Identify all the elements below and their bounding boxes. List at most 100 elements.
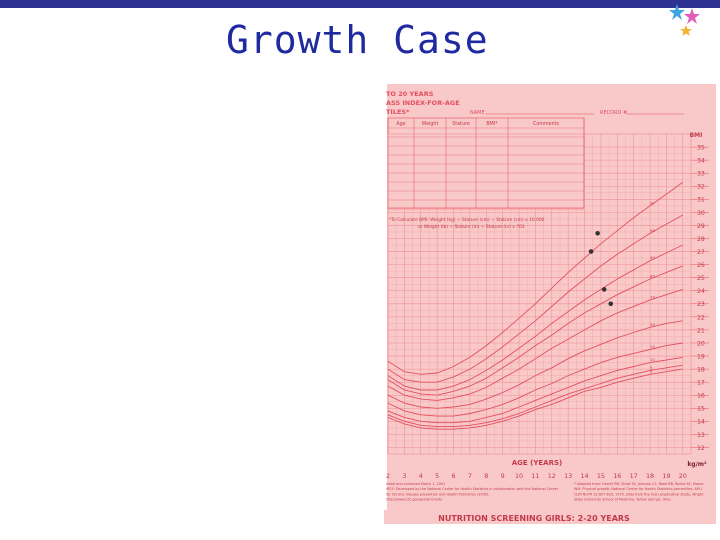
x-tick-label-9: 9 xyxy=(501,472,505,480)
formula-line2: or Weight (lb) ÷ Stature (in) ÷ Stature … xyxy=(418,224,525,230)
y-tick-label-28: 28 xyxy=(697,236,705,243)
y-tick-label-13: 13 xyxy=(697,432,705,439)
percentile-curve-85 xyxy=(387,265,683,396)
x-tick-label-8: 8 xyxy=(484,472,488,480)
data-point-3 xyxy=(601,287,607,292)
percentile-label-25: 25 xyxy=(650,344,655,349)
y-tick-labels: 12 13 14 15 16 17 18 19 20 21 22 23 24 25 26 27 28 29 30 31… xyxy=(691,144,709,452)
x-tick-label-17: 17 xyxy=(630,472,638,480)
top-bar xyxy=(0,0,720,8)
chart-left-margin xyxy=(384,84,387,524)
percentile-curve-10 xyxy=(387,356,683,424)
footer-left-line-1: ished and corrected March 1, 2001 xyxy=(386,482,445,486)
y-tick-label-16: 16 xyxy=(697,393,705,400)
x-tick-label-2: 2 xyxy=(386,472,390,480)
x-tick-label-15: 15 xyxy=(597,472,605,480)
x-axis-label-bg xyxy=(508,457,566,467)
percentile-label-5: 5 xyxy=(650,365,653,370)
percentile-curve-95 xyxy=(387,214,684,383)
name-label: NAME xyxy=(470,110,485,116)
percentile-curves: 97 95 90 85 75 50 25 10 53 xyxy=(387,181,684,430)
header-line1: TO 20 YEARS xyxy=(386,90,434,98)
x-tick-label-20: 20 xyxy=(679,472,687,480)
x-axis-label: AGE (YEARS) xyxy=(512,459,562,467)
x-tick-label-18: 18 xyxy=(646,472,654,480)
y-tick-label-20: 20 xyxy=(697,340,705,347)
footer-right-line-1: * Adapted from: Hamill PW, Drizd TA, Joh… xyxy=(574,482,703,486)
percentile-curve-3 xyxy=(387,368,683,430)
header-line3: TILES* xyxy=(386,108,410,116)
percentile-label-50: 50 xyxy=(650,322,655,327)
percentile-label-90: 90 xyxy=(650,255,655,260)
y-tick-label-19: 19 xyxy=(697,353,705,360)
y-tick-label-15: 15 xyxy=(697,406,705,413)
percentile-label-75: 75 xyxy=(650,294,655,299)
y-tick-label-18: 18 xyxy=(697,367,705,374)
x-tick-label-4: 4 xyxy=(419,472,423,480)
footer-left-line-3: for Chronic disease prevention and Healt… xyxy=(386,492,489,496)
y-tick-label-26: 26 xyxy=(697,262,705,269)
percentile-label-3: 3 xyxy=(650,369,653,374)
y-tick-label-27: 27 xyxy=(697,249,705,256)
banner-bg xyxy=(384,510,716,524)
x-tick-label-7: 7 xyxy=(468,472,472,480)
x-tick-label-19: 19 xyxy=(662,472,670,480)
percentile-label-95: 95 xyxy=(650,228,655,233)
percentile-curve-90 xyxy=(387,244,683,391)
percentile-label-10: 10 xyxy=(650,357,655,362)
table-header-3: BMI* xyxy=(486,121,498,127)
y-tick-label-29: 29 xyxy=(697,223,705,230)
table-header-1: Weight xyxy=(422,121,439,127)
x-tick-label-3: 3 xyxy=(402,472,406,480)
y-tick-label-34: 34 xyxy=(697,158,705,165)
y-tick-label-35: 35 xyxy=(697,144,705,151)
x-tick-label-6: 6 xyxy=(451,472,455,480)
y-tick-label-33: 33 xyxy=(697,171,705,178)
data-points xyxy=(588,230,614,307)
footer-banner: NUTRITION SCREENING GIRLS: 2-20 YEARS xyxy=(438,514,630,523)
y-tick-label-12: 12 xyxy=(697,445,705,452)
x-tick-label-12: 12 xyxy=(548,472,556,480)
y-axis-label: BMI xyxy=(690,132,703,139)
x-tick-labels: 2 3 4 5 6 7 8 9 10 11 12 13 14 15 16 17 18 19 20 xyxy=(386,472,687,480)
unit-label: kg/m² xyxy=(687,461,707,468)
x-tick-label-11: 11 xyxy=(531,472,539,480)
slide-title: Growth Case xyxy=(226,18,489,62)
percentile-label-97: 97 xyxy=(650,200,655,205)
x-tick-label-10: 10 xyxy=(515,472,523,480)
bmi-growth-chart: TO 20 YEARS ASS INDEX-FOR-AGE TILES* NAM… xyxy=(384,84,716,524)
data-point-4 xyxy=(608,301,614,307)
y-tick-label-31: 31 xyxy=(697,197,705,204)
percentile-curve-97 xyxy=(387,181,684,375)
header-line2: ASS INDEX-FOR-AGE xyxy=(386,99,460,107)
footer-right-line-2: WM. Physical growth: National Center for… xyxy=(574,487,702,491)
x-tick-label-5: 5 xyxy=(435,472,439,480)
y-tick-label-30: 30 xyxy=(697,210,705,217)
footer-left-line-4: http://www.cdc.gov/growthcharts xyxy=(386,498,442,502)
percentile-curve-5 xyxy=(387,364,683,428)
percentile-curve-50 xyxy=(387,320,683,409)
percentile-curve-75 xyxy=(387,288,683,401)
y-tick-label-24: 24 xyxy=(697,288,705,295)
y-tick-label-32: 32 xyxy=(697,184,705,191)
table-header-0: Age xyxy=(396,121,405,127)
x-tick-label-16: 16 xyxy=(613,472,621,480)
footer-right-line-4: State University School of Medicine, Yel… xyxy=(574,498,671,502)
y-tick-label-21: 21 xyxy=(697,327,705,334)
stars-icon xyxy=(669,4,700,36)
y-tick-label-23: 23 xyxy=(697,301,705,308)
percentile-label-85: 85 xyxy=(650,273,655,278)
y-tick-label-17: 17 xyxy=(697,380,705,387)
footer-right-line-3: CLIN NUTR 32:607-629, 1979. Data from th… xyxy=(574,492,704,496)
formula-line1: *To Calculate BMI: Weight (kg) ÷ Stature… xyxy=(389,217,545,223)
table-header-2: Stature xyxy=(452,121,470,127)
percentile-curve-25 xyxy=(387,342,683,417)
footer-left-line-2: IRCE: Developed by the National Center f… xyxy=(386,487,559,491)
x-tick-label-14: 14 xyxy=(580,472,588,480)
y-tick-label-25: 25 xyxy=(697,275,705,282)
data-point-1 xyxy=(595,230,600,236)
record-label: RECORD # xyxy=(600,110,627,116)
data-point-2 xyxy=(588,249,594,254)
table-header-4: Comments xyxy=(533,121,560,127)
